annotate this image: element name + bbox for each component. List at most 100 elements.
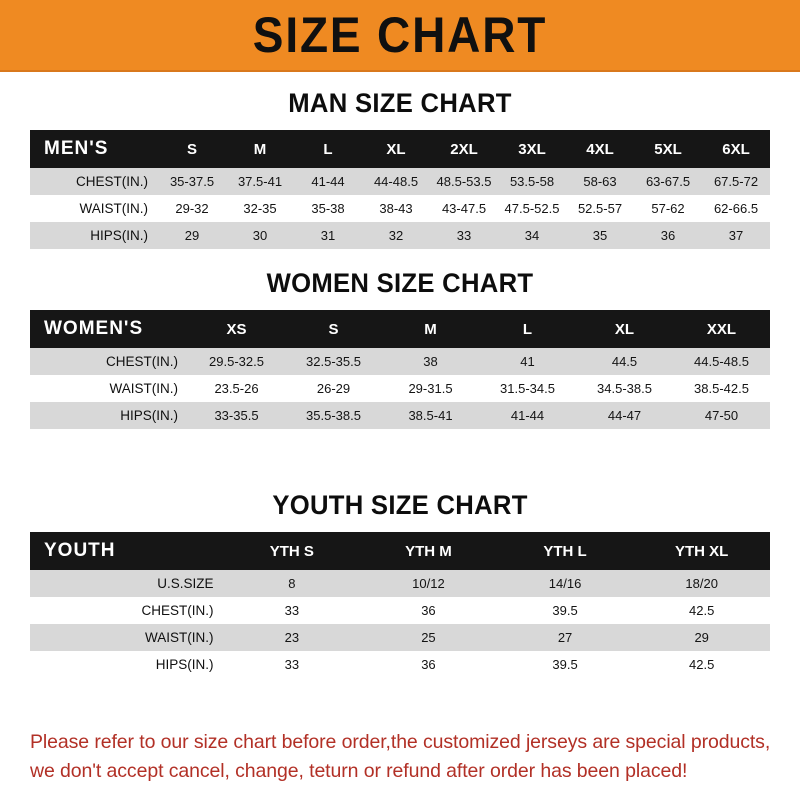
youth-table-head: YOUTH YTH S YTH M YTH L YTH XL xyxy=(30,532,770,570)
youth-column-header: YTH M xyxy=(405,542,452,560)
men-measurement-cell: 36 xyxy=(660,228,676,243)
men-section-title: MAN SIZE CHART xyxy=(288,88,512,118)
footer-note-line-2: we don't accept cancel, change, teturn o… xyxy=(30,760,688,782)
men-measurement-cell: 32-35 xyxy=(243,201,277,216)
table-row: HIPS(IN.) 29 30 31 32 33 34 35 36 37 xyxy=(30,222,770,249)
men-size-table: MEN'S S M L XL 2XL 3XL 4XL 5XL 6XL CHEST(IN.) 35-3… xyxy=(30,130,770,249)
men-column-header: 4XL xyxy=(586,140,614,158)
men-size-section: MAN SIZE CHART MEN'S S M L XL 2XL 3XL 4XL 5XL 6XL… xyxy=(30,88,770,249)
women-column-header: L xyxy=(522,320,533,338)
youth-measurement-cell: 42.5 xyxy=(689,657,715,672)
men-measurement-cell: 35-38 xyxy=(311,201,345,216)
youth-measurement-cell: 27 xyxy=(557,630,573,645)
youth-row-label: U.S.SIZE xyxy=(157,576,214,591)
women-measurement-cell: 32.5-35.5 xyxy=(306,354,361,369)
men-measurement-cell: 38-43 xyxy=(379,201,413,216)
women-measurement-cell: 44-47 xyxy=(607,408,642,423)
women-measurement-cell: 41 xyxy=(520,354,535,369)
men-measurement-cell: 29-32 xyxy=(175,201,209,216)
table-row: WAIST(IN.) 29-32 32-35 35-38 38-43 43-47.5 47.… xyxy=(30,195,770,222)
women-size-table: WOMEN'S XS S M L XL XXL CHEST(IN.) 29.5-32.5 32.… xyxy=(30,310,770,429)
footer-note: Please refer to our size chart before or… xyxy=(30,728,780,786)
women-measurement-cell: 33-35.5 xyxy=(214,408,259,423)
men-row-label: WAIST(IN.) xyxy=(79,201,149,216)
women-column-header: S xyxy=(328,320,339,338)
women-column-header: XL xyxy=(614,320,635,338)
youth-row-label: HIPS(IN.) xyxy=(155,657,214,672)
men-column-header: XL xyxy=(386,140,406,158)
footer-note-line-1: Please refer to our size chart before or… xyxy=(30,731,771,753)
men-measurement-cell: 52.5-57 xyxy=(577,201,623,216)
men-measurement-cell: 37.5-41 xyxy=(237,174,283,189)
men-measurement-cell: 37 xyxy=(728,228,744,243)
men-measurement-cell: 30 xyxy=(252,228,268,243)
women-column-header: XXL xyxy=(706,320,737,338)
women-measurement-cell: 44.5-48.5 xyxy=(694,354,749,369)
youth-measurement-cell: 25 xyxy=(421,630,436,645)
men-header-row: MEN'S S M L XL 2XL 3XL 4XL 5XL 6XL xyxy=(30,130,770,168)
women-table-body: CHEST(IN.) 29.5-32.5 32.5-35.5 38 41 44.5 44.5… xyxy=(30,348,770,429)
page-banner: SIZE CHART xyxy=(0,0,800,72)
table-row: U.S.SIZE 8 10/12 14/16 18/20 xyxy=(30,570,770,597)
men-column-header: M xyxy=(253,140,267,158)
youth-size-table: YOUTH YTH S YTH M YTH L YTH XL U.S.SIZE 8 10/1… xyxy=(30,532,770,678)
women-column-header: XS xyxy=(226,320,247,338)
youth-measurement-cell: 33 xyxy=(284,657,300,672)
women-measurement-cell: 29.5-32.5 xyxy=(209,354,264,369)
page-title: SIZE CHART xyxy=(252,7,548,63)
men-measurement-cell: 53.5-58 xyxy=(509,174,555,189)
youth-column-header: YTH S xyxy=(269,542,314,560)
men-row-label: HIPS(IN.) xyxy=(90,228,148,243)
men-measurement-cell: 35 xyxy=(592,228,608,243)
men-measurement-cell: 67.5-72 xyxy=(713,174,759,189)
youth-measurement-cell: 10/12 xyxy=(412,576,445,591)
youth-column-header: YTH XL xyxy=(675,542,729,560)
women-measurement-cell: 34.5-38.5 xyxy=(597,381,652,396)
table-row: CHEST(IN.) 29.5-32.5 32.5-35.5 38 41 44.5 44.5… xyxy=(30,348,770,375)
table-row: HIPS(IN.) 33-35.5 35.5-38.5 38.5-41 41-44 44-… xyxy=(30,402,770,429)
men-measurement-cell: 44-48.5 xyxy=(373,174,419,189)
youth-section-title: YOUTH SIZE CHART xyxy=(272,490,528,520)
men-column-header: 5XL xyxy=(654,140,682,158)
women-measurement-cell: 38 xyxy=(423,354,438,369)
men-measurement-cell: 32 xyxy=(388,228,404,243)
men-table-head: MEN'S S M L XL 2XL 3XL 4XL 5XL 6XL xyxy=(30,130,770,168)
women-measurement-cell: 31.5-34.5 xyxy=(500,381,555,396)
men-measurement-cell: 35-37.5 xyxy=(169,174,215,189)
women-row-label-header: WOMEN'S xyxy=(44,318,144,339)
women-measurement-cell: 23.5-26 xyxy=(214,381,259,396)
men-column-header: 3XL xyxy=(518,140,546,158)
women-size-section: WOMEN SIZE CHART WOMEN'S XS S M L XL XXL CHEST… xyxy=(30,268,770,429)
men-measurement-cell: 48.5-53.5 xyxy=(436,174,492,189)
youth-measurement-cell: 18/20 xyxy=(685,576,718,591)
youth-measurement-cell: 39.5 xyxy=(552,603,578,618)
men-measurement-cell: 31 xyxy=(320,228,336,243)
youth-size-section: YOUTH SIZE CHART YOUTH YTH S YTH M YTH L YTH… xyxy=(30,490,770,678)
women-measurement-cell: 26-29 xyxy=(316,381,351,396)
women-row-label: WAIST(IN.) xyxy=(109,381,179,396)
men-column-header: 2XL xyxy=(450,140,478,158)
men-column-header: S xyxy=(186,140,197,158)
women-table-head: WOMEN'S XS S M L XL XXL xyxy=(30,310,770,348)
men-measurement-cell: 34 xyxy=(524,228,540,243)
men-measurement-cell: 41-44 xyxy=(311,174,345,189)
men-column-header: L xyxy=(323,140,333,158)
men-measurement-cell: 43-47.5 xyxy=(441,201,487,216)
table-row: WAIST(IN.) 23 25 27 29 xyxy=(30,624,770,651)
women-measurement-cell: 41-44 xyxy=(510,408,545,423)
youth-measurement-cell: 36 xyxy=(421,657,436,672)
women-header-row: WOMEN'S XS S M L XL XXL xyxy=(30,310,770,348)
women-row-label: HIPS(IN.) xyxy=(120,408,178,423)
youth-column-header: YTH L xyxy=(543,542,587,560)
youth-measurement-cell: 42.5 xyxy=(689,603,715,618)
table-row: CHEST(IN.) 33 36 39.5 42.5 xyxy=(30,597,770,624)
men-table-body: CHEST(IN.) 35-37.5 37.5-41 41-44 44-48.5 48.5… xyxy=(30,168,770,249)
women-measurement-cell: 38.5-42.5 xyxy=(694,381,749,396)
youth-measurement-cell: 14/16 xyxy=(548,576,582,591)
youth-row-label: WAIST(IN.) xyxy=(145,630,214,645)
table-row: WAIST(IN.) 23.5-26 26-29 29-31.5 31.5-34.5 34… xyxy=(30,375,770,402)
women-measurement-cell: 35.5-38.5 xyxy=(306,408,361,423)
men-measurement-cell: 33 xyxy=(456,228,472,243)
youth-measurement-cell: 8 xyxy=(288,576,296,591)
